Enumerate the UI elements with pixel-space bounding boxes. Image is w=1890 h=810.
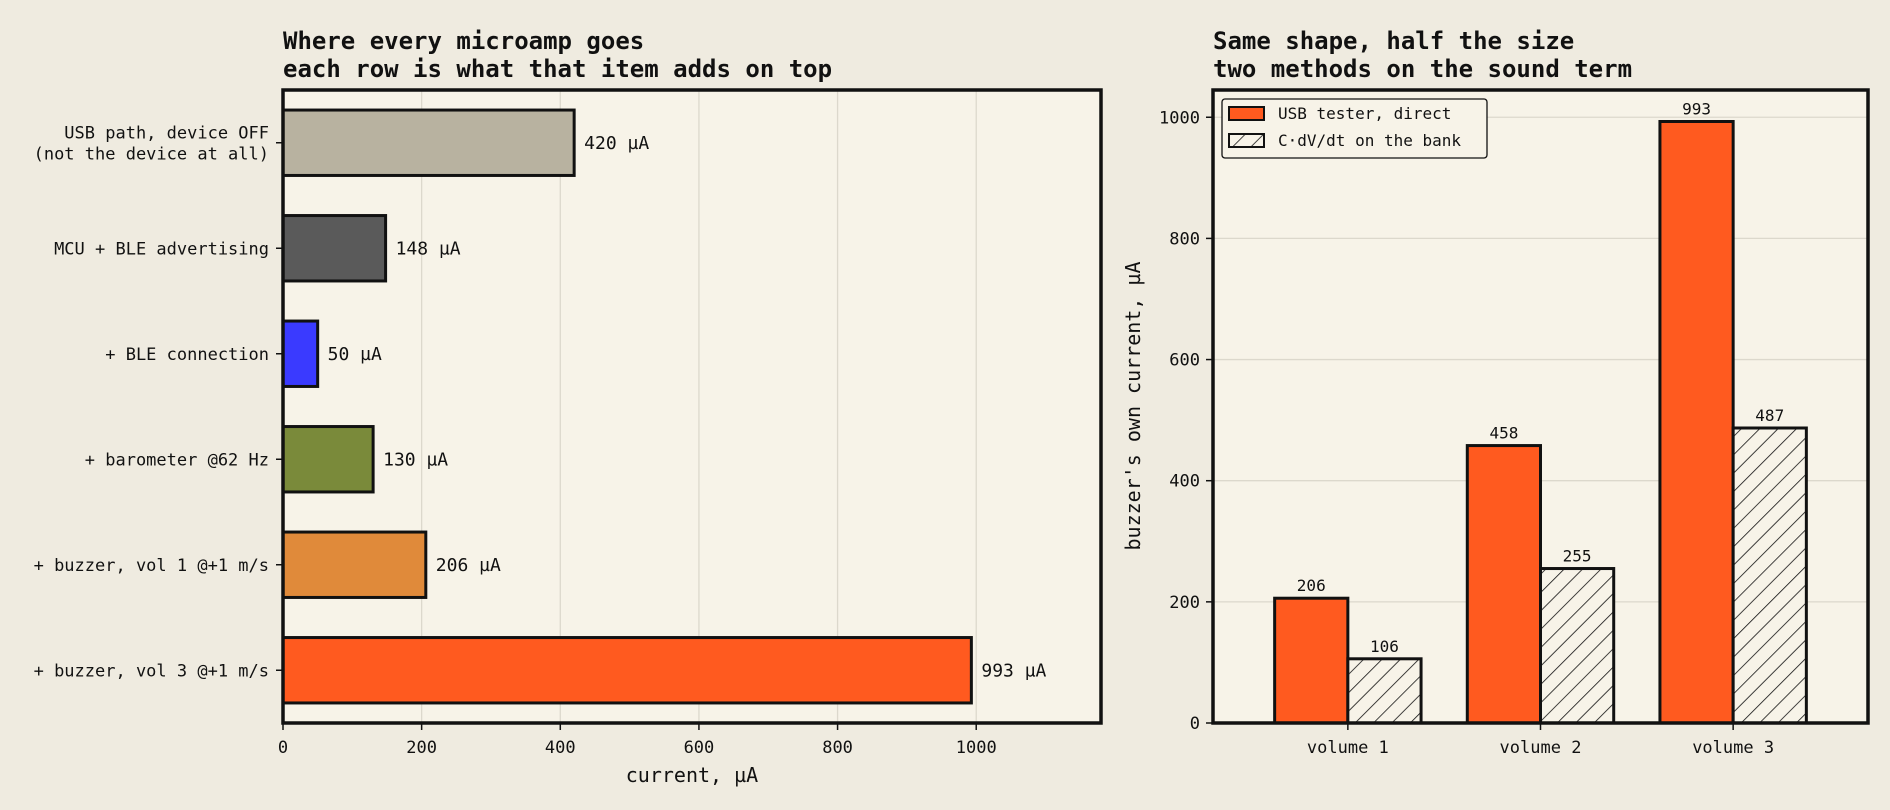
bar	[1539, 567, 1616, 725]
legend-box	[1221, 98, 1488, 159]
category-label: USB path, device OFF	[64, 123, 269, 143]
bar	[1465, 444, 1542, 725]
bar	[1346, 657, 1423, 725]
data-label: 130 µA	[383, 449, 448, 470]
category-label: volume 3	[1692, 738, 1774, 758]
category-label: (not the device at all)	[34, 144, 269, 164]
plot-area	[283, 90, 1101, 723]
category-label: + barometer @62 Hz	[85, 450, 269, 470]
data-label: 993 µA	[981, 660, 1046, 681]
grouped-bar-chart: Same shape, half the size two methods on…	[1121, 27, 1870, 758]
y-tick-label: 800	[1169, 229, 1200, 249]
x-tick-label: 1000	[956, 738, 997, 758]
y-tick-label: 0	[1190, 714, 1200, 734]
bars: 206 106 458 255 993 487	[1273, 99, 1808, 725]
x-tick-label: 200	[406, 738, 437, 758]
bar	[1658, 119, 1735, 725]
data-label: 50 µA	[328, 344, 382, 365]
gridlines	[420, 90, 977, 723]
bar	[281, 214, 388, 283]
data-label: 206	[1297, 576, 1326, 595]
category-label: volume 1	[1307, 738, 1389, 758]
y-tick-label: 1000	[1159, 108, 1200, 128]
chart-title-line-1: Where every microamp goes	[283, 27, 644, 55]
plot-frame	[281, 88, 1103, 725]
y-axis-label: buzzer's own current, µA	[1121, 262, 1145, 551]
chart-title-line-2: two methods on the sound term	[1213, 55, 1632, 83]
y-tick-label: 600	[1169, 351, 1200, 371]
data-label: 993	[1682, 99, 1711, 118]
data-label: 106	[1370, 637, 1399, 656]
data-label: 487	[1755, 406, 1784, 425]
legend-swatch-usb-tester	[1228, 106, 1265, 121]
legend-swatch-cdvdt	[1228, 133, 1265, 148]
data-label: 420 µA	[584, 133, 649, 154]
y-tick-label: 400	[1169, 472, 1200, 492]
y-tick-label: 200	[1169, 593, 1200, 613]
bars: 420 µA 148 µA 50 µA 130 µA 206 µA 993 µA	[281, 108, 1047, 705]
bar	[281, 636, 973, 705]
category-label: + buzzer, vol 1 @+1 m/s	[34, 556, 269, 576]
data-label: 458	[1489, 424, 1518, 443]
plot-frame	[1211, 88, 1870, 725]
bar	[1731, 426, 1808, 725]
bar	[281, 108, 576, 177]
legend: USB tester, direct C·dV/dt on the bank	[1221, 98, 1488, 159]
category-label: + BLE connection	[105, 345, 269, 365]
category-labels: USB path, device OFF(not the device at a…	[34, 123, 283, 681]
x-tick-label: 0	[278, 738, 288, 758]
data-label: 255	[1563, 547, 1592, 566]
x-tick-label: 600	[684, 738, 715, 758]
category-label: volume 2	[1500, 738, 1582, 758]
legend-label-cdvdt: C·dV/dt on the bank	[1278, 131, 1461, 150]
bar	[281, 425, 375, 494]
chart-title-line-2: each row is what that item adds on top	[283, 55, 832, 83]
bar	[281, 530, 428, 599]
horizontal-bar-chart: Where every microamp goes each row is wh…	[34, 27, 1103, 787]
category-label: + buzzer, vol 3 @+1 m/s	[34, 661, 269, 681]
legend-label-usb-tester: USB tester, direct	[1278, 104, 1451, 123]
category-label: MCU + BLE advertising	[54, 239, 269, 259]
data-label: 148 µA	[396, 238, 461, 259]
y-axis-ticks: 0 200 400 600 800 1000	[1159, 108, 1213, 734]
x-tick-label: 400	[545, 738, 576, 758]
bar	[1273, 596, 1350, 725]
x-tick-label: 800	[822, 738, 853, 758]
x-axis-ticks: 0 200 400 600 800 1000	[278, 723, 997, 758]
bar	[281, 319, 320, 388]
category-labels: volume 1 volume 2 volume 3	[1307, 723, 1774, 758]
chart-title-line-1: Same shape, half the size	[1213, 27, 1574, 55]
x-axis-label: current, µA	[626, 763, 758, 787]
data-label: 206 µA	[436, 555, 501, 576]
